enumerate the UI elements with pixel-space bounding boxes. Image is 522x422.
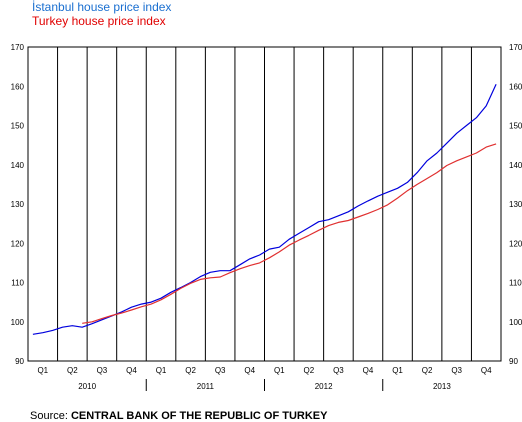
year-label: 2013 [433, 382, 451, 391]
y-tick-label-left: 130 [11, 200, 25, 209]
year-label: 2012 [315, 382, 333, 391]
line-chart: 90 90 100 100 110 110 120 120 130 130 140 140 150 150… [11, 43, 522, 391]
y-tick-label-left: 140 [11, 161, 25, 170]
y-tick-label-right: 140 [509, 161, 522, 170]
x-tick-label: Q1 [392, 366, 403, 375]
x-tick-label: Q3 [97, 366, 108, 375]
x-tick-label: Q4 [481, 366, 492, 375]
y-tick-label-right: 170 [509, 43, 522, 52]
x-tick-label: Q2 [67, 366, 78, 375]
legend: İstanbul house price index Turkey house … [32, 0, 171, 28]
y-tick-label-left: 170 [11, 43, 25, 52]
x-tick-label: Q2 [304, 366, 315, 375]
source-note: Source: CENTRAL BANK OF THE REPUBLIC OF … [30, 410, 327, 422]
legend-istanbul: İstanbul house price index [32, 0, 172, 14]
y-tick-label-right: 160 [509, 82, 522, 91]
source-text: CENTRAL BANK OF THE REPUBLIC OF TURKEY [70, 410, 328, 422]
x-tick-label: Q1 [156, 366, 167, 375]
x-tick-label: Q2 [185, 366, 196, 375]
y-tick-label-left: 90 [15, 357, 24, 366]
x-tick-label: Q4 [363, 366, 374, 375]
y-tick-label-left: 150 [11, 122, 25, 131]
year-label: 2011 [197, 382, 215, 391]
x-tick-label: Q2 [422, 366, 433, 375]
y-tick-label-left: 160 [11, 82, 25, 91]
series-line [82, 143, 497, 324]
y-tick-label-left: 100 [11, 318, 25, 327]
x-tick-label: Q1 [37, 366, 48, 375]
y-tick-label-right: 110 [509, 279, 522, 288]
y-tick-label-right: 120 [509, 239, 522, 248]
y-tick-label-left: 120 [11, 239, 25, 248]
x-tick-label: Q3 [215, 366, 226, 375]
source-prefix: Source: [30, 410, 68, 422]
x-tick-label: Q3 [451, 366, 462, 375]
x-tick-label: Q3 [333, 366, 344, 375]
y-tick-label-left: 110 [11, 279, 24, 288]
y-tick-label-right: 100 [509, 318, 522, 327]
year-label: 2010 [78, 382, 96, 391]
legend-turkey: Turkey house price index [32, 14, 166, 28]
x-tick-label: Q1 [274, 366, 285, 375]
x-tick-label: Q4 [244, 366, 255, 375]
y-tick-label-right: 90 [509, 357, 518, 366]
y-tick-label-right: 130 [509, 200, 522, 209]
x-tick-label: Q4 [126, 366, 137, 375]
y-tick-label-right: 150 [509, 122, 522, 131]
